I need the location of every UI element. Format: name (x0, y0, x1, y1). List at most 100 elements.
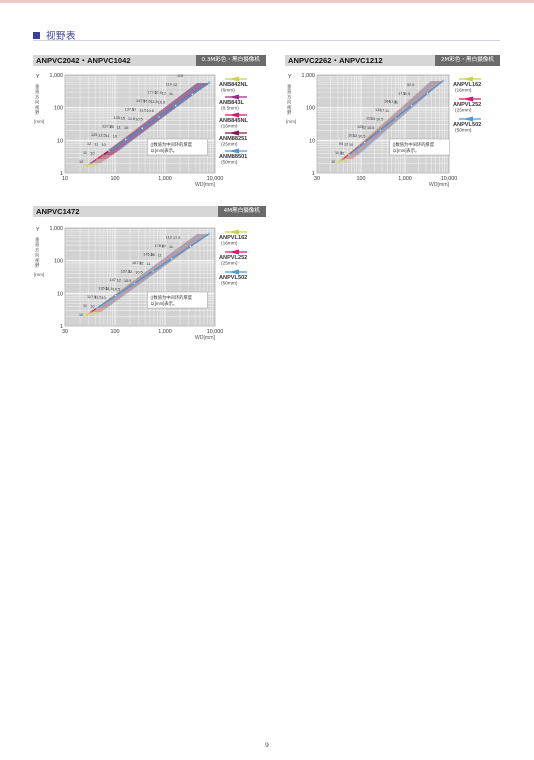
series-marker (394, 116, 398, 120)
y-tick-label: 1,000 (50, 226, 64, 232)
note-text: ()数值为中间环的厚度 (393, 141, 435, 148)
svg-text:方: 方 (287, 93, 292, 100)
spacer-label: 11 (169, 245, 173, 249)
x-tick-label: 1,000 (398, 176, 412, 182)
spacer-label: 10.5 (135, 118, 142, 122)
note-text: ()数值为中间环的厚度 (151, 294, 193, 301)
spacer-label: 10.5 (135, 271, 142, 275)
legend-name: ANPVL162 (453, 82, 481, 88)
svg-text:视: 视 (35, 257, 40, 264)
section-header: 视野表 (33, 28, 76, 42)
series-marker (83, 314, 87, 318)
svg-text:垂: 垂 (35, 83, 40, 89)
x-axis-label: WD[mm] (195, 182, 216, 188)
series-marker (189, 245, 192, 248)
x-tick-label: 30 (314, 176, 320, 182)
spacer-label: 167.5 (132, 261, 142, 265)
series-marker (114, 294, 117, 297)
note-text: ()数值为中间环的厚度 (151, 141, 193, 148)
spacer-label: 11 (394, 101, 398, 105)
spacer-label: 125 (91, 133, 97, 137)
spacer-label: 117.5 (87, 295, 96, 299)
series-marker (95, 306, 99, 310)
plot-area (65, 228, 215, 326)
spacer-label: 10 (90, 152, 94, 156)
svg-text:野: 野 (287, 109, 292, 116)
spacer-label: 115 (177, 74, 183, 78)
chart-1-title: ANPVC2042・ANPVC1042 (36, 56, 131, 65)
spacer-label: 10 (79, 160, 83, 164)
series-marker (141, 127, 144, 130)
chart-2-titlebar: ANPVC2262・ANPVC1212 2M彩色・黑白摄像机 (285, 55, 500, 66)
legend-name: ANB842NL (219, 82, 248, 88)
x-tick-label: 1,000 (158, 176, 172, 182)
spacer-label: 17 (162, 245, 166, 249)
y-tick-label: 1 (60, 324, 63, 330)
legend-name: ANPVL252 (219, 255, 247, 261)
spacer-label: 11.5 (151, 100, 158, 104)
spacer-label: 12 (139, 262, 143, 266)
spacer-label: 110 (166, 236, 172, 240)
section-title: 视野表 (46, 31, 77, 42)
chart-2-title: ANPVC2262・ANPVC1212 (288, 56, 383, 65)
y-tick-label: 100 (54, 259, 63, 265)
legend-spec: (50mm) (455, 128, 472, 134)
legend-name: ANPVL162 (219, 235, 247, 241)
y-axis-letter: Y (36, 227, 40, 233)
x-tick-label: 10,000 (441, 176, 458, 182)
y-tick-label: 100 (306, 106, 315, 112)
spacer-label: 12.5 (98, 134, 105, 138)
legend-spec: (25mm) (221, 261, 238, 267)
x-axis-label: WD[mm] (429, 182, 450, 188)
spacer-label: 10 (90, 305, 94, 309)
spacer-label: 137.5 (125, 108, 135, 112)
series-band (95, 232, 211, 310)
legend-item: ANPVL252(25mm) (453, 96, 481, 114)
svg-text:向: 向 (287, 99, 291, 105)
svg-text:向: 向 (35, 252, 39, 258)
spacer-label: 11 (106, 134, 110, 138)
series-marker (101, 153, 105, 157)
chart-1-tag: 0.3M彩色・黑白摄像机 (195, 55, 266, 66)
spacer-label: 10 (340, 152, 344, 156)
spacer-label: 11.5 (403, 92, 410, 96)
x-tick-label: 100 (111, 329, 120, 335)
legend-spec: (16mm) (221, 241, 238, 247)
series-marker (89, 310, 93, 314)
spacer-label: 16 (151, 253, 155, 257)
spacer-label: 12 (128, 270, 132, 274)
y-tick-label: 10 (309, 138, 315, 144)
series-marker (133, 282, 136, 285)
y-tick-label: 10 (57, 138, 63, 144)
series-marker (89, 161, 93, 165)
spacer-label: 127.5 (102, 125, 112, 129)
series-marker (174, 104, 177, 107)
y-tick-label: 1,000 (302, 73, 316, 79)
section-square-icon (33, 31, 40, 39)
spacer-label: 10.5 (113, 288, 120, 292)
chart-2-tag: 2M彩色・黑白摄像机 (434, 55, 500, 66)
spacer-label: 12 (162, 92, 166, 96)
legend-spec: (50mm) (221, 160, 238, 166)
legend-name: ANPVL502 (453, 122, 481, 128)
legend-item: ANPVL502(50mm) (453, 116, 481, 134)
legend-spec: (25mm) (221, 142, 238, 148)
spacer-label: 17 (132, 108, 136, 112)
legend-spec: (16mm) (221, 124, 238, 130)
x-tick-label: 100 (357, 176, 366, 182)
svg-text:垂: 垂 (35, 236, 40, 242)
legend-spec: (25mm) (455, 108, 472, 114)
spacer-label: 10 (102, 296, 106, 300)
series-band (107, 81, 211, 153)
svg-text:直: 直 (287, 88, 292, 94)
plot-border (64, 74, 216, 174)
series-marker (207, 81, 211, 85)
chart-3-titlebar: ANPVC1472 4M黑白摄像机 (33, 206, 266, 217)
spacer-label: 12 (362, 126, 366, 130)
legend-item: ANB843L(8.5mm) (219, 94, 247, 112)
spacer-label: 17.5 (143, 100, 150, 104)
